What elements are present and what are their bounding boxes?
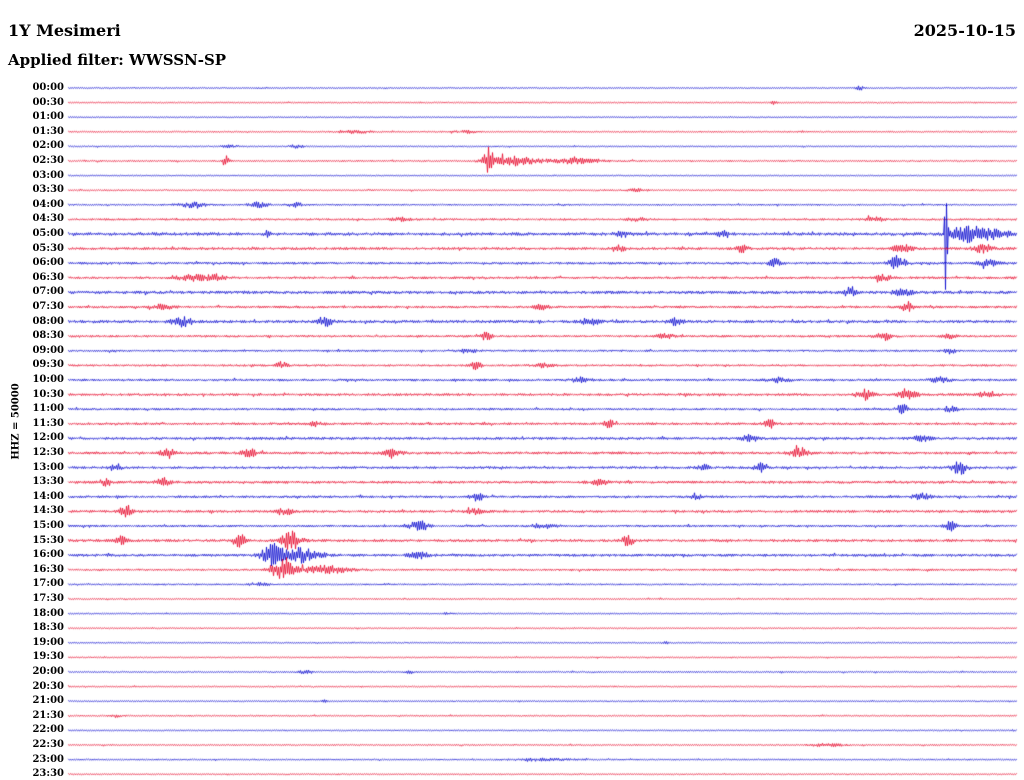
time-label: 00:00: [32, 82, 64, 93]
time-label: 15:30: [32, 534, 64, 546]
time-label: 09:00: [32, 344, 64, 356]
time-label: 21:30: [32, 709, 64, 721]
time-label: 14:00: [32, 490, 64, 502]
time-label: 03:00: [32, 169, 64, 181]
time-label: 02:00: [32, 140, 64, 152]
time-label: 22:00: [32, 724, 64, 736]
time-label: 19:30: [32, 651, 64, 663]
time-label: 20:30: [32, 680, 64, 692]
time-label: 06:00: [32, 257, 64, 269]
time-label: 01:00: [32, 111, 64, 123]
time-label: 16:00: [32, 549, 64, 561]
time-label: 01:30: [32, 125, 64, 137]
time-label: 02:30: [32, 155, 64, 166]
time-label: 17:30: [32, 593, 64, 604]
time-label: 18:00: [32, 607, 64, 619]
time-label: 11:30: [32, 417, 64, 429]
time-label: 09:30: [32, 359, 64, 371]
time-label: 05:30: [32, 242, 64, 254]
time-label: 21:00: [32, 695, 64, 707]
time-label: 10:00: [32, 374, 64, 385]
time-label: 14:30: [32, 505, 64, 517]
time-label: 06:30: [32, 271, 64, 283]
time-label: 13:00: [32, 461, 64, 473]
time-label: 05:00: [32, 228, 64, 239]
time-label: 07:00: [32, 286, 64, 298]
time-label: 17:00: [32, 578, 64, 590]
time-label: 22:30: [32, 739, 64, 750]
time-label: 15:00: [32, 520, 64, 531]
time-label: 20:00: [32, 666, 64, 677]
time-label: 12:30: [32, 447, 64, 458]
time-label: 11:00: [32, 403, 64, 415]
time-label: 23:00: [32, 753, 64, 765]
time-label: 08:30: [32, 330, 64, 342]
time-label: 00:30: [32, 96, 64, 108]
time-label: 18:30: [32, 622, 64, 634]
time-label: 03:30: [32, 184, 64, 196]
time-label: 13:30: [32, 476, 64, 488]
time-label: 19:00: [32, 636, 64, 648]
time-label: 12:00: [32, 432, 64, 444]
time-label: 07:30: [32, 301, 64, 312]
time-label: 08:00: [32, 315, 64, 327]
time-label: 04:30: [32, 213, 64, 225]
time-label: 04:00: [32, 198, 64, 210]
time-label: 16:30: [32, 563, 64, 575]
time-label: 23:30: [32, 768, 64, 780]
time-label: 10:30: [32, 388, 64, 400]
